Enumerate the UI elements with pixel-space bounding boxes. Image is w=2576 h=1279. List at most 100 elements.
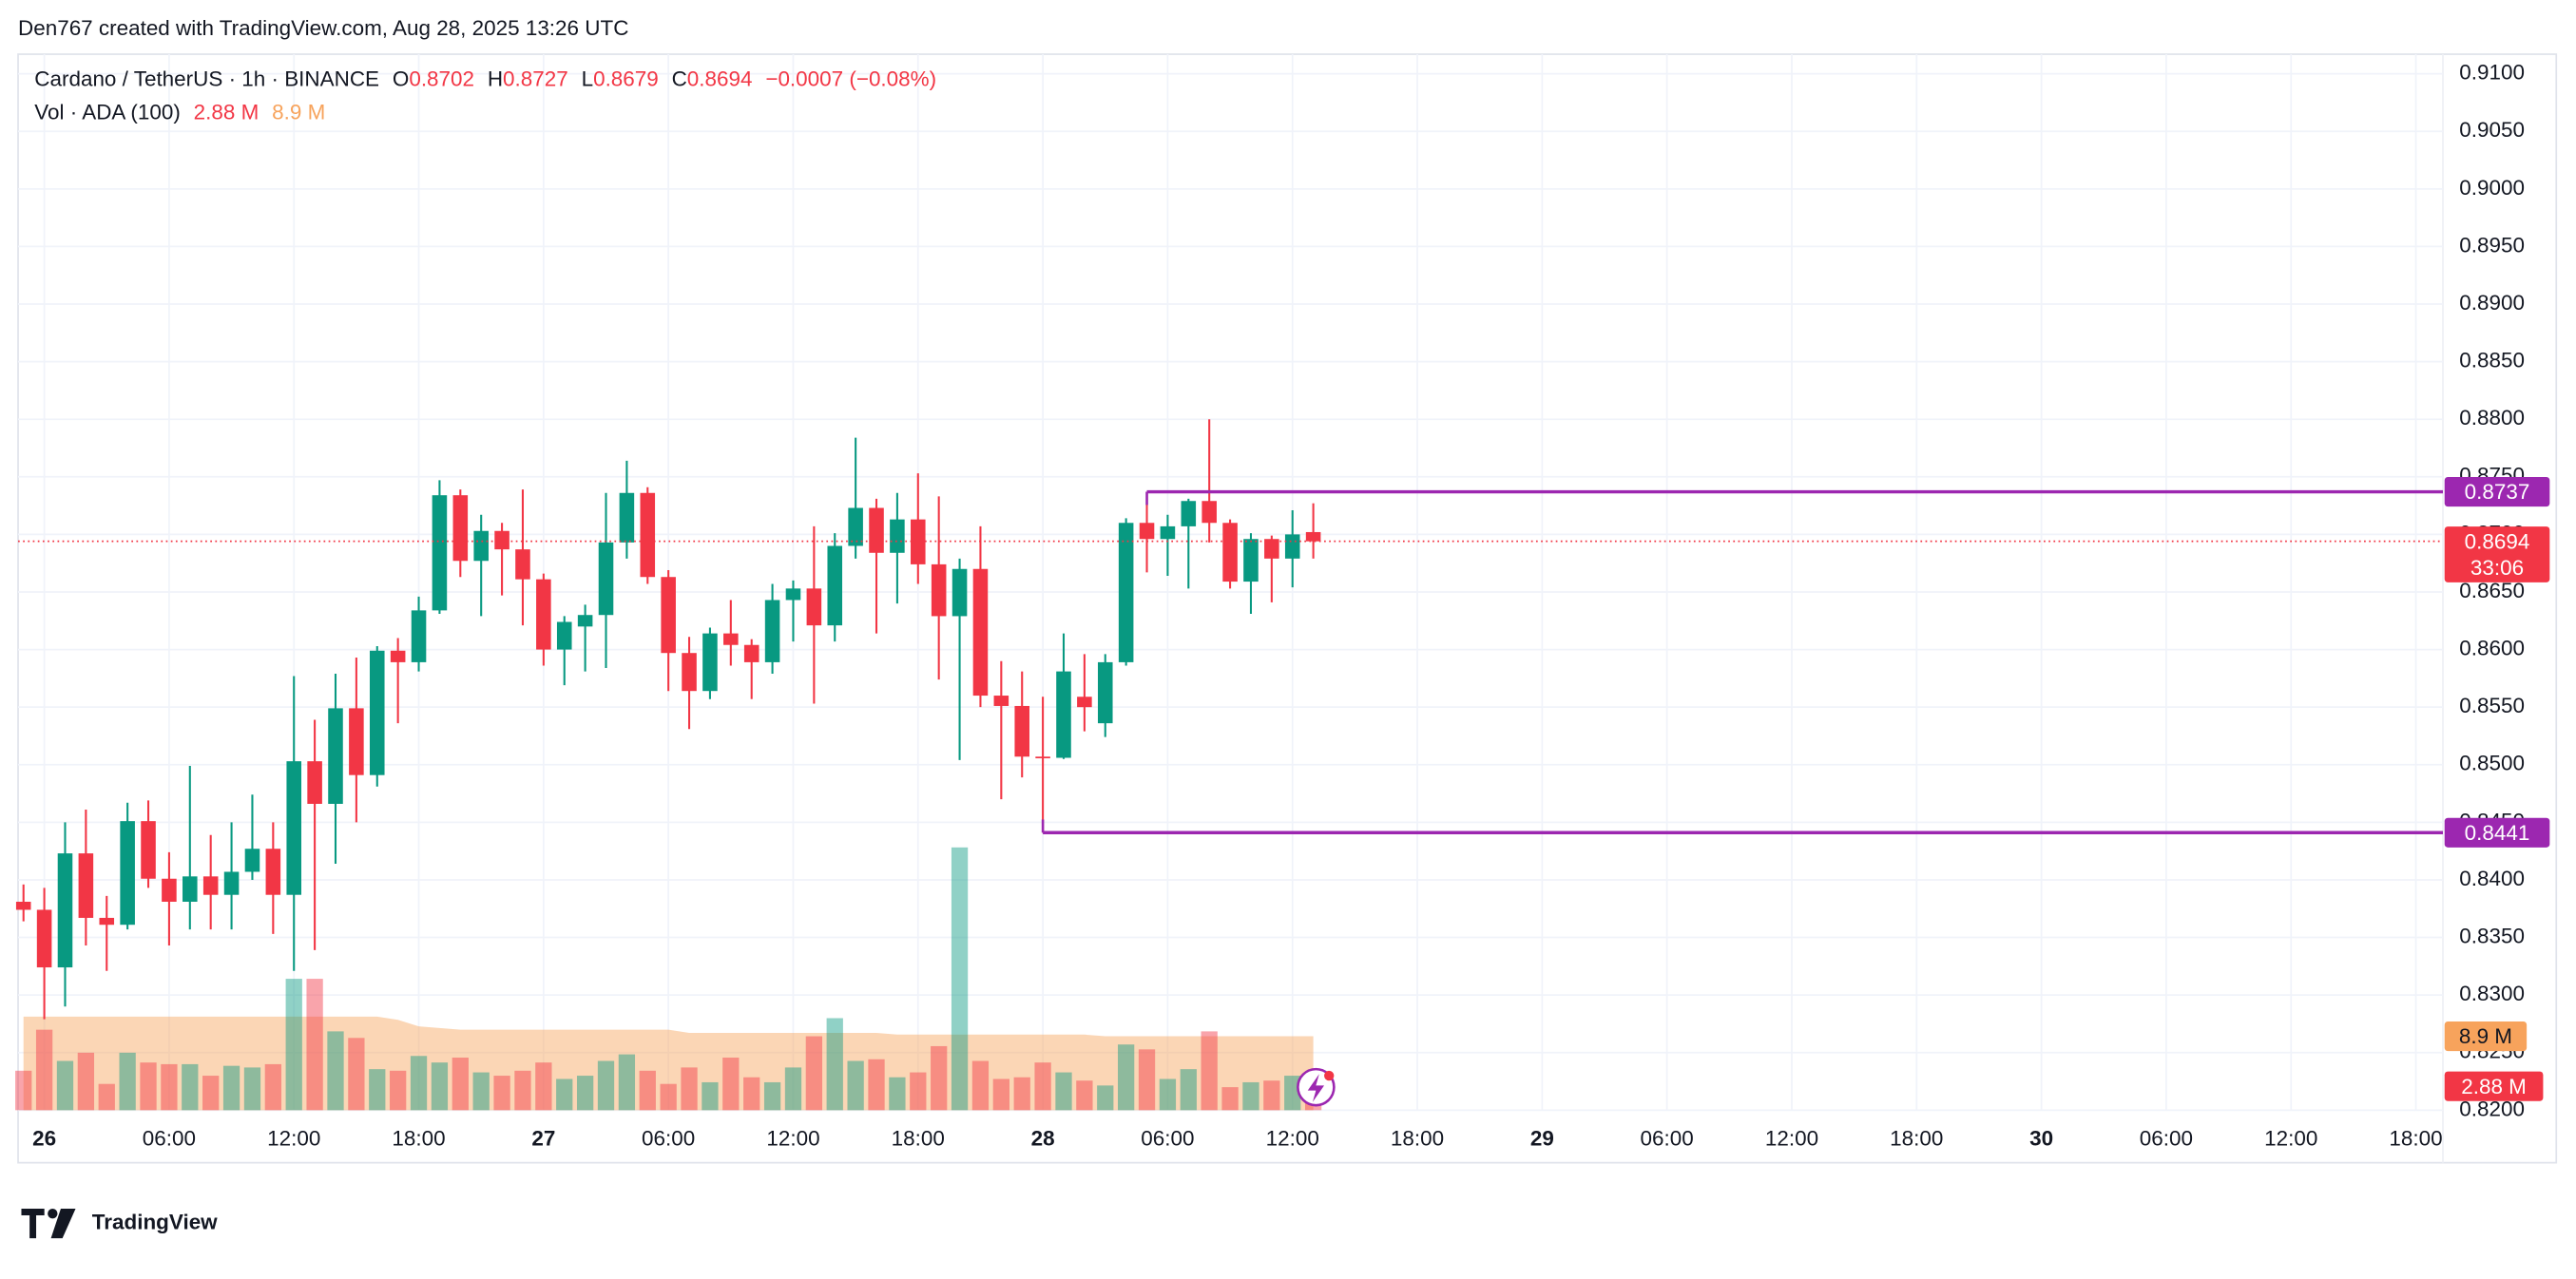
volume-bar	[535, 1062, 552, 1111]
candle-body	[515, 549, 530, 580]
x-tick-label: 12:00	[2264, 1126, 2317, 1150]
volume-bar	[77, 1052, 95, 1111]
volume-bar	[285, 979, 302, 1111]
candle-body	[743, 644, 759, 662]
x-tick-label: 18:00	[1391, 1126, 1444, 1150]
x-tick-label: 12:00	[1266, 1126, 1319, 1150]
volume-bar	[722, 1058, 740, 1111]
candle-body	[764, 600, 780, 662]
volume-badge-label: 2.88 M	[2461, 1075, 2527, 1098]
y-tick-label: 0.8600	[2459, 637, 2525, 660]
candle-body	[15, 901, 31, 910]
volume-bar	[889, 1077, 906, 1111]
x-tick-label: 28	[1031, 1126, 1055, 1150]
x-tick-label: 06:00	[2140, 1126, 2193, 1150]
candle-body	[640, 492, 656, 578]
volume-ma-value: 8.9 M	[272, 100, 325, 124]
x-tick-label: 12:00	[766, 1126, 819, 1150]
candle-body	[682, 653, 697, 692]
candle-body	[577, 615, 593, 627]
candle-body	[1014, 705, 1029, 757]
volume-bar	[369, 1069, 386, 1111]
volume-bar	[702, 1081, 719, 1111]
logo-icon	[48, 1209, 58, 1219]
candle-body	[36, 909, 52, 968]
volume-bar	[182, 1063, 199, 1111]
candle-body	[1035, 756, 1050, 759]
volume-bar	[1180, 1069, 1197, 1111]
y-tick-label: 0.8800	[2459, 406, 2525, 430]
candle-body	[598, 542, 614, 616]
candle-body	[952, 568, 968, 617]
candle-body	[57, 853, 73, 968]
candle-body	[1222, 523, 1238, 582]
volume-bar	[1034, 1062, 1051, 1111]
x-tick-label: 06:00	[143, 1126, 196, 1150]
volume-bar	[681, 1067, 698, 1111]
volume-bar	[161, 1063, 178, 1111]
level-badge-label: 0.8441	[2465, 821, 2530, 845]
x-tick-label: 06:00	[1141, 1126, 1194, 1150]
candle-body	[931, 563, 947, 617]
candle-body	[1181, 501, 1197, 526]
y-tick-label: 0.8350	[2459, 924, 2525, 947]
volume-bar	[597, 1060, 615, 1111]
y-tick-label: 0.8900	[2459, 291, 2525, 315]
candle-body	[494, 530, 509, 550]
candle-body	[328, 708, 343, 804]
replay-icon	[1297, 1067, 1336, 1107]
volume-bar	[514, 1070, 531, 1111]
candle-body	[827, 545, 843, 626]
volume-bar	[1097, 1085, 1114, 1111]
volume-bar	[784, 1067, 802, 1111]
candle-body	[890, 519, 905, 553]
ohlc-letter: L	[582, 67, 594, 91]
x-tick-label: 06:00	[1641, 1126, 1694, 1150]
price-badge	[2444, 526, 2550, 582]
candle-body	[536, 579, 551, 650]
candle-body	[473, 530, 489, 562]
volume-bar	[743, 1077, 760, 1111]
volume-bar	[556, 1079, 573, 1111]
level-badge-label: 0.8737	[2465, 480, 2530, 504]
volume-bar	[98, 1083, 115, 1111]
x-tick-label: 12:00	[1765, 1126, 1818, 1150]
candle-body	[619, 492, 635, 543]
candle-body	[1056, 671, 1071, 758]
candle-body	[265, 849, 281, 895]
volume-bar	[826, 1018, 843, 1111]
y-tick-label: 0.9050	[2459, 118, 2525, 142]
legend-row: Cardano / TetherUS · 1h · BINANCE O0.8702…	[34, 67, 936, 91]
candle-body	[1160, 525, 1176, 540]
volume-bar	[56, 1060, 74, 1111]
volume-bar	[1118, 1044, 1135, 1111]
logo-text: TradingView	[92, 1211, 218, 1234]
candle-body	[869, 507, 884, 553]
volume-badge	[2444, 1071, 2544, 1101]
volume-bar	[1201, 1031, 1218, 1111]
candle-body	[911, 519, 926, 564]
volume-bar	[472, 1072, 490, 1111]
candle-body	[141, 821, 156, 879]
volume-bar	[264, 1063, 281, 1111]
candle-body	[1097, 661, 1113, 724]
volume-bar	[306, 979, 323, 1111]
candle-body	[1077, 697, 1092, 708]
volume-bar	[847, 1060, 864, 1111]
x-tick-label: 18:00	[892, 1126, 945, 1150]
ohlc-value: 0.8694	[687, 67, 753, 91]
candle-body	[202, 876, 219, 895]
y-tick-label: 0.9100	[2459, 61, 2525, 85]
ohlc-value: 0.8702	[409, 67, 474, 91]
ohlc-letter: C	[672, 67, 687, 91]
volume-bar	[390, 1070, 407, 1111]
volume-bar	[493, 1076, 510, 1111]
volume-bar	[910, 1072, 927, 1111]
volume-bar	[1159, 1079, 1177, 1111]
volume-bar	[348, 1038, 365, 1111]
volume-bar	[992, 1079, 1009, 1111]
volume-bar	[660, 1083, 677, 1111]
x-tick-label: 30	[2029, 1126, 2053, 1150]
